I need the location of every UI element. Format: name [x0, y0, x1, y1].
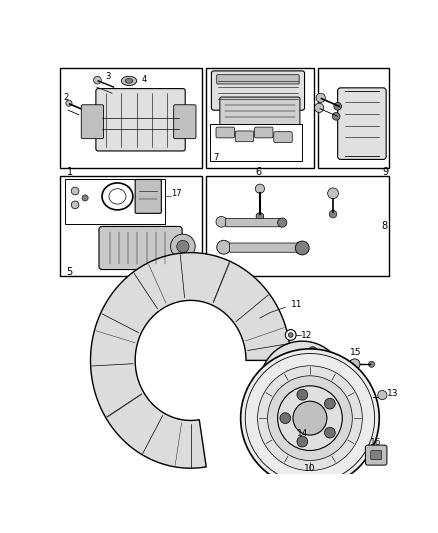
Circle shape: [256, 213, 264, 220]
Text: 14: 14: [297, 429, 308, 438]
Text: 1: 1: [67, 167, 73, 177]
Circle shape: [288, 370, 316, 398]
Ellipse shape: [121, 76, 137, 85]
Circle shape: [297, 436, 308, 447]
Text: 5: 5: [67, 267, 73, 277]
Circle shape: [297, 389, 308, 400]
Circle shape: [334, 102, 342, 110]
Bar: [206, 175, 389, 276]
Circle shape: [314, 103, 324, 112]
Circle shape: [270, 399, 279, 408]
Circle shape: [82, 195, 88, 201]
FancyBboxPatch shape: [274, 132, 292, 142]
Circle shape: [240, 349, 379, 488]
Bar: [65, 180, 165, 224]
FancyBboxPatch shape: [226, 219, 282, 227]
FancyBboxPatch shape: [217, 75, 299, 84]
Circle shape: [170, 234, 195, 259]
Circle shape: [258, 366, 362, 471]
Circle shape: [260, 341, 345, 426]
Text: 7: 7: [214, 154, 219, 163]
FancyBboxPatch shape: [254, 127, 273, 138]
FancyBboxPatch shape: [338, 88, 386, 159]
FancyBboxPatch shape: [212, 71, 304, 110]
FancyBboxPatch shape: [99, 227, 182, 270]
Circle shape: [368, 361, 374, 367]
Circle shape: [278, 218, 287, 227]
Text: 2: 2: [63, 93, 68, 102]
FancyBboxPatch shape: [371, 450, 381, 460]
FancyBboxPatch shape: [220, 97, 300, 127]
Circle shape: [280, 413, 291, 424]
FancyBboxPatch shape: [235, 131, 254, 142]
Text: 11: 11: [291, 301, 302, 310]
Circle shape: [278, 386, 342, 450]
Circle shape: [329, 210, 337, 218]
Ellipse shape: [109, 189, 126, 204]
Bar: [60, 175, 202, 276]
FancyBboxPatch shape: [365, 445, 387, 465]
Bar: [60, 68, 202, 168]
Bar: [206, 68, 314, 168]
FancyBboxPatch shape: [96, 88, 185, 151]
Circle shape: [270, 359, 279, 368]
Text: 8: 8: [381, 221, 388, 231]
Circle shape: [316, 93, 325, 102]
Circle shape: [295, 241, 309, 255]
Text: 9: 9: [382, 167, 389, 177]
Circle shape: [332, 112, 340, 120]
Circle shape: [285, 329, 296, 341]
Text: 4: 4: [142, 75, 147, 84]
Circle shape: [268, 376, 352, 461]
Text: 15: 15: [350, 348, 362, 357]
Text: 10: 10: [304, 464, 316, 473]
Circle shape: [332, 379, 341, 388]
Circle shape: [71, 201, 79, 209]
Text: 17: 17: [171, 189, 182, 198]
Circle shape: [288, 333, 293, 337]
Circle shape: [177, 240, 189, 253]
Circle shape: [293, 401, 327, 435]
Circle shape: [216, 216, 227, 227]
Circle shape: [308, 346, 318, 356]
Text: 13: 13: [387, 389, 399, 398]
FancyBboxPatch shape: [216, 127, 234, 138]
Circle shape: [308, 411, 318, 421]
FancyBboxPatch shape: [81, 105, 103, 139]
Ellipse shape: [125, 78, 133, 83]
Polygon shape: [91, 253, 291, 468]
Circle shape: [71, 187, 79, 195]
Bar: [210, 124, 302, 161]
Text: 16: 16: [371, 438, 382, 447]
Ellipse shape: [102, 183, 133, 210]
Circle shape: [276, 357, 329, 410]
Text: 6: 6: [255, 167, 261, 177]
Circle shape: [296, 377, 308, 390]
Text: 3: 3: [106, 72, 111, 81]
Circle shape: [325, 398, 335, 409]
Circle shape: [94, 76, 101, 84]
Text: 12: 12: [301, 330, 312, 340]
Bar: [318, 68, 389, 168]
Circle shape: [66, 100, 72, 106]
Circle shape: [217, 240, 231, 254]
Circle shape: [325, 427, 335, 438]
FancyBboxPatch shape: [173, 105, 196, 139]
FancyBboxPatch shape: [230, 243, 301, 252]
Circle shape: [378, 391, 387, 400]
Circle shape: [328, 188, 339, 199]
Circle shape: [349, 359, 360, 370]
FancyBboxPatch shape: [135, 180, 161, 213]
Circle shape: [255, 184, 265, 193]
